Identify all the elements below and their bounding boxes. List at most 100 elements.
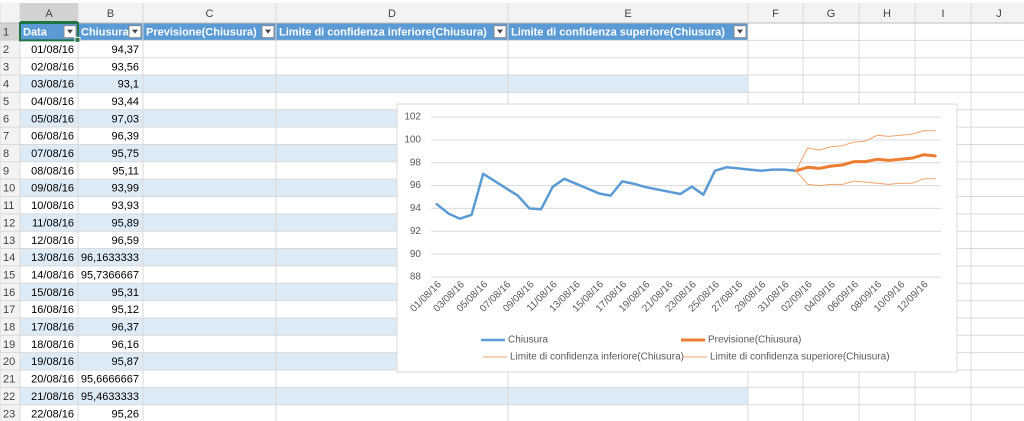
column-header[interactable]: I: [941, 8, 944, 20]
table-cell[interactable]: 12/08/16: [31, 235, 74, 247]
table-cell[interactable]: 96,59: [111, 235, 139, 247]
row-header[interactable]: 5: [3, 96, 9, 108]
row-header[interactable]: 20: [3, 356, 15, 368]
table-cell[interactable]: 96,37: [111, 322, 139, 334]
legend-label[interactable]: Limite di confidenza superiore(Chiusura): [710, 352, 890, 363]
column-header[interactable]: H: [883, 8, 891, 20]
column-header[interactable]: E: [624, 8, 631, 20]
table-cell[interactable]: 93,99: [111, 183, 139, 195]
row-header[interactable]: 2: [3, 44, 9, 56]
row-header[interactable]: 8: [3, 148, 9, 160]
table-cell[interactable]: 05/08/16: [31, 113, 74, 125]
table-cell[interactable]: 95,12: [111, 304, 139, 316]
table-header-cell[interactable]: Data: [23, 27, 48, 39]
column-header[interactable]: F: [772, 8, 779, 20]
row-header[interactable]: 7: [3, 131, 9, 143]
y-tick-label: 102: [404, 112, 421, 123]
table-cell[interactable]: 95,26: [111, 408, 139, 420]
table-cell[interactable]: 93,93: [111, 200, 139, 212]
table-cell[interactable]: 04/08/16: [31, 96, 74, 108]
row-header[interactable]: 12: [3, 217, 15, 229]
series-line: [435, 166, 798, 220]
table-cell[interactable]: 94,37: [111, 44, 139, 56]
table-cell[interactable]: 95,6666667: [81, 374, 139, 386]
table-cell[interactable]: 95,11: [112, 165, 139, 177]
table-cell[interactable]: 93,56: [111, 61, 139, 73]
row-header[interactable]: 17: [3, 304, 15, 316]
column-header[interactable]: C: [206, 8, 214, 20]
table-header-cell[interactable]: Previsione(Chiusura): [146, 27, 257, 39]
row-header[interactable]: 1: [3, 27, 9, 39]
row-header[interactable]: 18: [3, 322, 15, 334]
table-cell[interactable]: 93,44: [111, 96, 139, 108]
table-cell[interactable]: 95,4633333: [81, 391, 139, 403]
table-cell[interactable]: 22/08/16: [31, 408, 74, 420]
y-tick-label: 100: [404, 134, 421, 145]
table-header-row: [20, 23, 748, 41]
table-cell[interactable]: 97,03: [111, 113, 139, 125]
table-cell[interactable]: 01/08/16: [31, 44, 74, 56]
row-header[interactable]: 14: [3, 252, 15, 264]
column-header[interactable]: G: [827, 8, 836, 20]
row-header[interactable]: 15: [3, 269, 15, 281]
row-header[interactable]: 22: [3, 391, 15, 403]
table-cell[interactable]: 18/08/16: [31, 339, 74, 351]
row-header[interactable]: 21: [3, 374, 15, 386]
chart-area: [396, 103, 958, 373]
table-cell[interactable]: 08/08/16: [31, 165, 74, 177]
table-cell[interactable]: 07/08/16: [31, 148, 74, 160]
table-cell[interactable]: 93,1: [118, 79, 139, 91]
row-header[interactable]: 10: [3, 183, 15, 195]
row-header[interactable]: 3: [3, 61, 9, 73]
y-tick-label: 90: [410, 249, 422, 260]
table-cell[interactable]: 96,16: [111, 339, 139, 351]
table-cell[interactable]: 21/08/16: [31, 391, 74, 403]
chart: 88909294969810010201/08/1603/08/1605/08/…: [396, 103, 958, 373]
column-header[interactable]: D: [388, 8, 396, 20]
series-line: [794, 153, 937, 173]
column-header[interactable]: B: [107, 8, 114, 20]
table-cell[interactable]: 14/08/16: [31, 269, 74, 281]
table-cell[interactable]: 17/08/16: [31, 322, 74, 334]
y-tick-label: 92: [410, 226, 422, 237]
y-tick-label: 98: [410, 157, 422, 168]
table-cell[interactable]: 95,89: [111, 217, 139, 229]
row-header[interactable]: 23: [3, 408, 15, 420]
row-header[interactable]: 16: [3, 287, 15, 299]
table-cell[interactable]: 19/08/16: [31, 356, 74, 368]
table-cell[interactable]: 95,7366667: [81, 269, 139, 281]
table-cell[interactable]: 16/08/16: [31, 304, 74, 316]
table-cell[interactable]: 15/08/16: [31, 287, 74, 299]
row-header[interactable]: 6: [3, 113, 9, 125]
table-cell[interactable]: 96,39: [111, 131, 139, 143]
filter-arrow: [67, 29, 73, 34]
table-cell[interactable]: 95,31: [111, 287, 139, 299]
row-header[interactable]: 13: [3, 235, 15, 247]
series-line: [795, 130, 936, 172]
table-cell[interactable]: 20/08/16: [31, 374, 74, 386]
table-cell[interactable]: 95,87: [111, 356, 139, 368]
table-header-cell[interactable]: Limite di confidenza inferiore(Chiusura): [279, 27, 487, 39]
row-header[interactable]: 11: [3, 200, 14, 212]
table-cell[interactable]: 02/08/16: [31, 61, 74, 73]
row-header-bar: [0, 23, 20, 421]
row-header[interactable]: 4: [3, 79, 9, 91]
legend-label[interactable]: Previsione(Chiusura): [708, 335, 801, 346]
column-header[interactable]: A: [45, 8, 53, 20]
table-cell[interactable]: 06/08/16: [31, 131, 74, 143]
table-cell[interactable]: 11/08/16: [32, 217, 74, 229]
row-header[interactable]: 9: [3, 165, 9, 177]
row-header[interactable]: 19: [3, 339, 15, 351]
legend-label[interactable]: Chiusura: [508, 335, 548, 346]
table-cell[interactable]: 03/08/16: [31, 79, 74, 91]
table-header-cell[interactable]: Chiusura: [81, 27, 130, 39]
table-cell[interactable]: 95,75: [111, 148, 139, 160]
legend-label[interactable]: Limite di confidenza inferiore(Chiusura): [510, 352, 684, 363]
column-header[interactable]: J: [996, 8, 1002, 20]
table-header-cell[interactable]: Limite di confidenza superiore(Chiusura): [511, 27, 725, 39]
table-cell[interactable]: 96,1633333: [81, 252, 139, 264]
table-cell[interactable]: 13/08/16: [31, 252, 74, 264]
table-cell[interactable]: 10/08/16: [31, 200, 74, 212]
table-cell[interactable]: 09/08/16: [31, 183, 74, 195]
